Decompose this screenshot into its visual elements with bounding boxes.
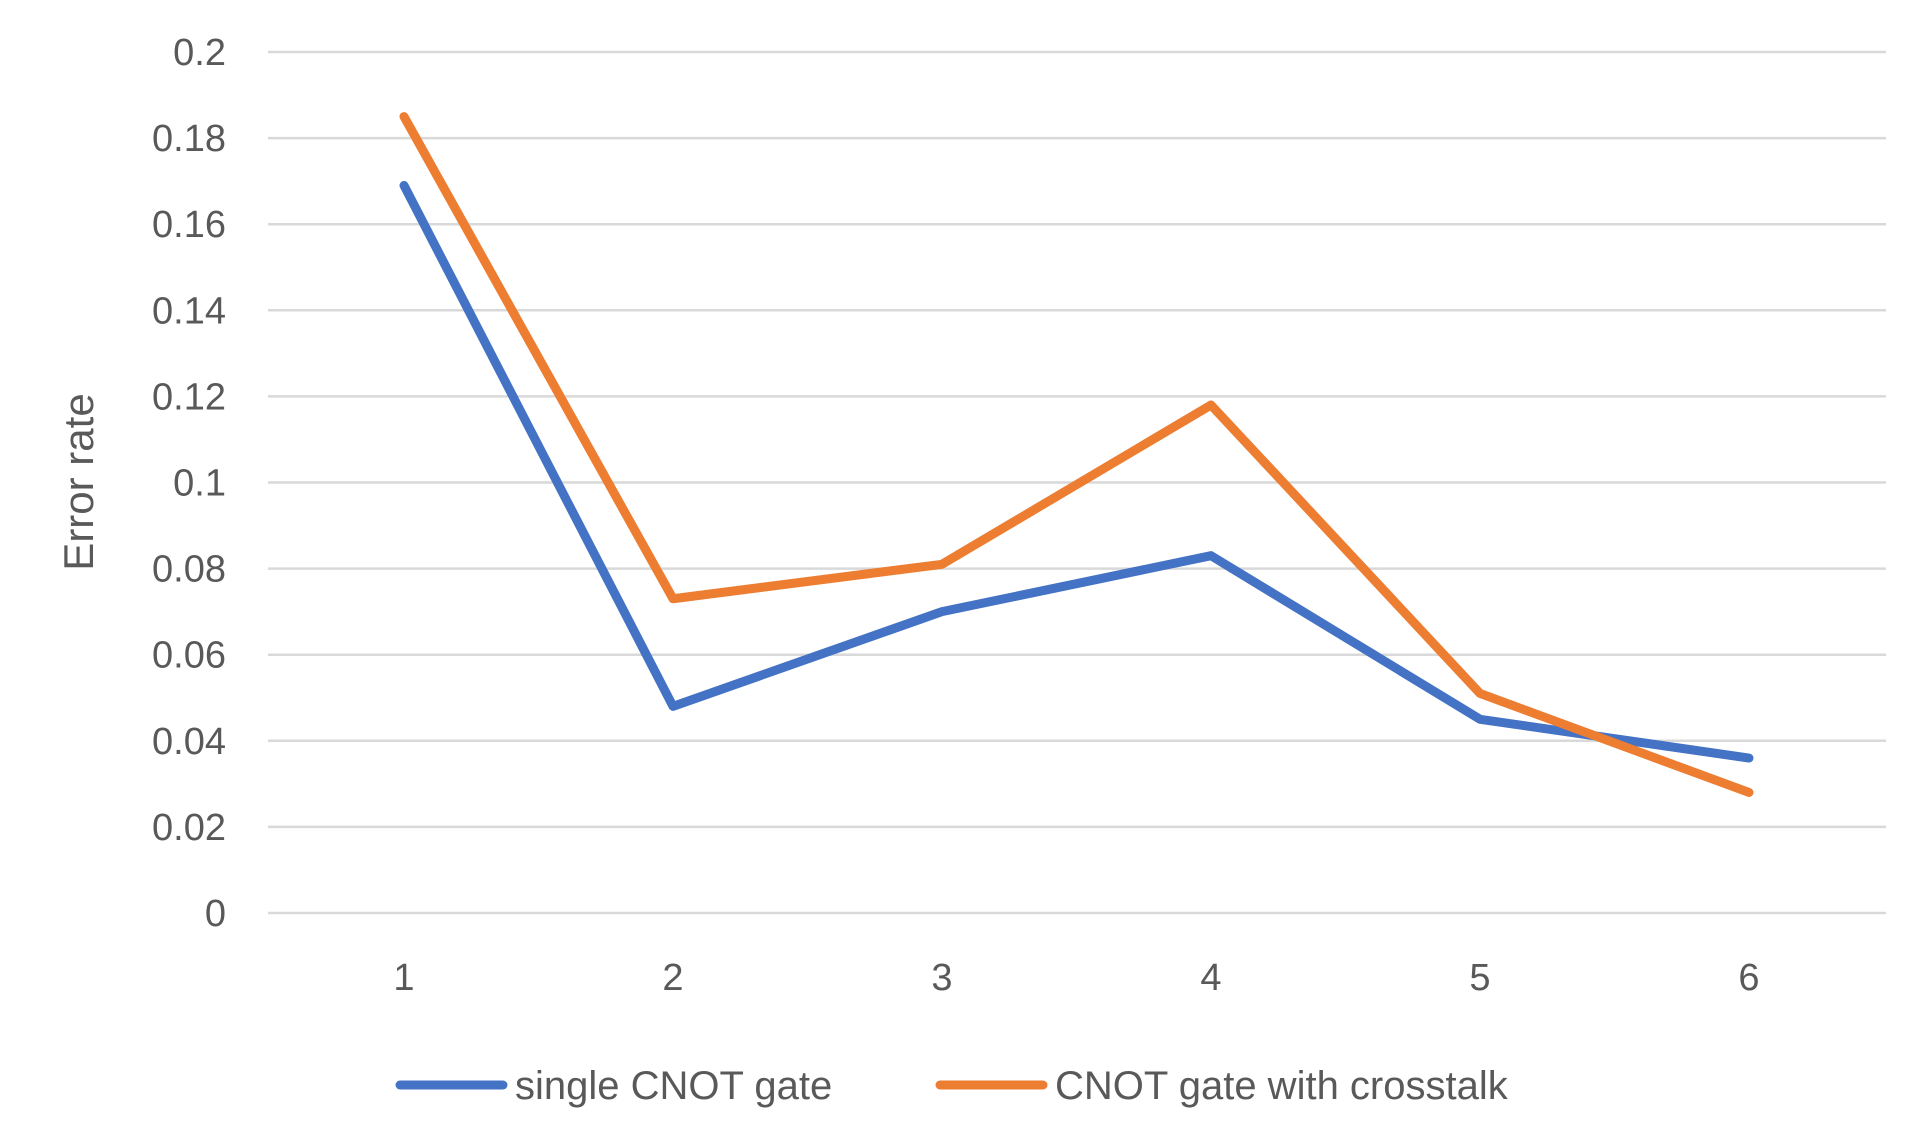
y-tick-label: 0.2: [173, 32, 226, 74]
y-tick-label: 0.08: [152, 549, 226, 591]
y-tick-label: 0.16: [152, 204, 226, 246]
y-tick-label: 0.18: [152, 118, 226, 160]
y-tick-label: 0.06: [152, 635, 226, 677]
legend: single CNOT gate CNOT gate with crosstalk: [395, 1064, 1509, 1108]
x-tick-label: 2: [662, 957, 683, 999]
legend-label: CNOT gate with crosstalk: [1055, 1064, 1509, 1108]
y-tick-label: 0.14: [152, 290, 226, 332]
y-tick-label: 0: [205, 893, 226, 935]
y-axis-label: Error rate: [55, 393, 102, 570]
legend-label: single CNOT gate: [515, 1064, 832, 1108]
y-axis-ticks: 0 0.02 0.04 0.06 0.08 0.1 0.12 0.14 0.16 0.18 0.2: [152, 32, 226, 935]
x-tick-label: 6: [1738, 957, 1759, 999]
y-tick-label: 0.02: [152, 807, 226, 849]
x-tick-label: 4: [1200, 957, 1221, 999]
x-tick-label: 3: [931, 957, 952, 999]
series-line-1: [399, 180, 1754, 763]
y-tick-label: 0.1: [173, 463, 226, 505]
y-tick-label: 0.12: [152, 376, 226, 418]
x-tick-label: 5: [1469, 957, 1490, 999]
x-tick-label: 1: [393, 957, 414, 999]
y-tick-label: 0.04: [152, 721, 226, 763]
x-axis-ticks: 1 2 3 4 5 6: [393, 957, 1759, 999]
series-lines: [399, 112, 1754, 797]
series-line-2: [399, 112, 1754, 797]
